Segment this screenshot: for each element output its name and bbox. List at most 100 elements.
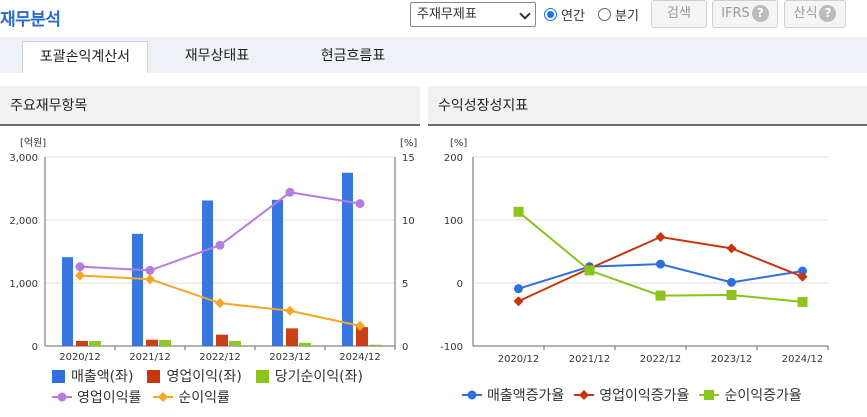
legend-label-sales-growth: 매출액증가율 — [487, 388, 565, 404]
bar-sales — [202, 200, 213, 346]
y-left-tick-label: 1,000 — [9, 279, 38, 290]
bar-net-profit — [229, 340, 241, 346]
tab-balance-sheet[interactable]: 재무상태표 — [184, 48, 250, 64]
bar-sales — [62, 257, 73, 346]
line-op-margin — [79, 191, 361, 272]
legend-marker-op-growth — [574, 390, 595, 400]
legend-label-sales: 매출액(좌) — [71, 369, 134, 385]
financial-items-title: 주요재무항목 — [0, 86, 420, 126]
y-tick-label: 0 — [457, 279, 463, 290]
y-right-unit-label: [%] — [400, 138, 417, 149]
point-op-margin — [75, 262, 85, 272]
point-op-growth — [797, 271, 808, 282]
y-left-tick-label: 0 — [32, 342, 38, 353]
legend-label-net-growth: 순이익증가율 — [724, 388, 802, 404]
statement-type-select[interactable]: 주재무제표 — [410, 2, 536, 27]
search-button[interactable]: 검색 — [651, 0, 707, 28]
legend-swatch-op-profit — [147, 369, 161, 383]
point-net-growth — [726, 289, 737, 300]
help-icon: ? — [819, 5, 837, 22]
formula-button[interactable]: 산식? — [784, 0, 846, 28]
point-net-growth — [584, 265, 595, 276]
legend-label-net-margin: 순이익률 — [178, 390, 230, 406]
x-tick-label: 2022/12 — [640, 354, 682, 365]
point-net-margin — [285, 305, 295, 316]
y-right-tick-label: 5 — [402, 279, 408, 290]
legend-label-net-profit: 당기순이익(좌) — [274, 369, 363, 385]
radio-annual-label: 연간 — [561, 9, 585, 24]
y-left-tick-label: 3,000 — [9, 153, 38, 164]
bar-sales — [272, 199, 283, 346]
bar-sales — [342, 172, 353, 346]
y-tick-label: -100 — [440, 342, 463, 353]
point-sales-growth — [514, 284, 523, 294]
radio-selected-icon — [544, 8, 557, 21]
x-tick-label: 2020/12 — [498, 354, 540, 365]
y-left-tick-label: 2,000 — [9, 216, 38, 227]
point-op-growth — [655, 232, 666, 243]
financial-items-panel: 주요재무항목 [억원] [%] 0 1,000 2,000 3,000 0 5 10 15 2020… — [0, 86, 420, 417]
legend-marker-op-margin — [52, 392, 72, 402]
point-op-margin — [215, 240, 225, 250]
radio-unselected-icon — [598, 8, 611, 21]
point-net-growth — [797, 296, 808, 307]
x-tick-label: 2024/12 — [782, 354, 824, 365]
x-tick-label: 2023/12 — [711, 354, 753, 365]
x-tick-label: 2023/12 — [269, 352, 311, 363]
legend-marker-net-growth — [699, 390, 720, 400]
help-icon: ? — [751, 5, 769, 22]
x-tick-label: 2021/12 — [569, 354, 611, 365]
ifrs-button[interactable]: IFRS? — [712, 0, 778, 28]
point-net-growth — [655, 290, 666, 301]
point-op-growth — [513, 296, 524, 307]
legend-label-op-growth: 영업이익증가율 — [599, 388, 690, 404]
radio-quarter-label: 분기 — [615, 9, 639, 24]
bar-op-profit — [216, 334, 228, 346]
x-tick-label: 2020/12 — [59, 352, 101, 363]
legend-label-op-profit: 영업이익(좌) — [166, 369, 242, 385]
point-op-growth — [726, 243, 737, 254]
legend-marker-sales-growth — [462, 390, 482, 400]
bar-net-profit — [299, 342, 311, 346]
formula-button-label: 산식 — [793, 6, 818, 21]
financial-items-chart: [억원] [%] 0 1,000 2,000 3,000 0 5 10 15 2020/12 2021… — [9, 137, 417, 363]
right-legend: 매출액증가율 영업이익증가율 순이익증가율 — [462, 385, 802, 405]
tab-cash-flow[interactable]: 현금흐름표 — [320, 48, 386, 64]
y-right-tick-label: 10 — [402, 216, 415, 227]
legend-swatch-net-profit — [255, 369, 269, 383]
point-op-margin — [355, 199, 365, 209]
statement-type-value: 주재무제표 — [417, 7, 477, 22]
legend-swatch-sales — [52, 369, 65, 383]
bar-net-profit — [369, 344, 381, 346]
point-net-growth — [513, 206, 524, 217]
bar-op-profit — [356, 327, 368, 346]
growth-indicators-title: 수익성장성지표 — [428, 86, 867, 126]
point-net-margin — [145, 274, 155, 285]
bar-op-profit — [146, 339, 158, 346]
point-net-margin — [75, 270, 85, 281]
point-net-margin — [215, 298, 225, 309]
point-sales-growth — [798, 266, 807, 276]
point-sales-growth — [727, 277, 736, 287]
radio-annual[interactable]: 연간 — [544, 5, 585, 24]
point-op-margin — [285, 187, 295, 197]
ifrs-button-label: IFRS — [721, 6, 750, 21]
statement-tabs: 포괄손익계산서 재무상태표 현금흐름표 — [0, 37, 867, 73]
point-op-margin — [145, 265, 155, 275]
y-right-tick-label: 0 — [402, 342, 408, 353]
x-tick-label: 2022/12 — [199, 352, 241, 363]
growth-indicators-chart: [%] -100 0 100 200 2020/12 2021/12 2022/12 2023/… — [440, 138, 829, 365]
y-left-unit-label: [억원] — [20, 137, 46, 149]
bar-net-profit — [89, 340, 101, 346]
point-sales-growth — [656, 259, 665, 269]
left-legend-row-2: 영업이익률 순이익률 — [52, 387, 230, 407]
bar-sales — [132, 233, 143, 346]
radio-quarter[interactable]: 분기 — [598, 5, 639, 24]
y-tick-label: 100 — [444, 216, 463, 227]
legend-label-op-margin: 영업이익률 — [77, 390, 142, 406]
y-unit-label: [%] — [450, 138, 467, 149]
chevron-down-icon — [519, 8, 531, 20]
bar-op-profit — [76, 340, 88, 346]
y-tick-label: 200 — [444, 153, 463, 164]
tab-income-statement[interactable]: 포괄손익계산서 — [22, 41, 148, 73]
